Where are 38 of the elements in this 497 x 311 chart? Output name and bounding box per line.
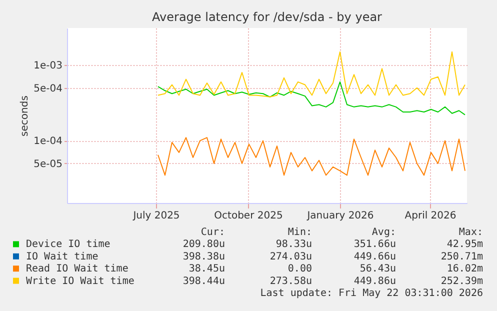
legend-label: Device IO time	[26, 239, 110, 250]
text: 273.58u	[270, 276, 312, 287]
y-tick-label: 1e-03	[34, 60, 62, 72]
legend-label: IO Wait time	[26, 251, 98, 262]
legend-label: Write IO Wait time	[26, 276, 134, 287]
text: 351.66u	[354, 239, 396, 250]
text: 209.80u	[182, 239, 225, 250]
text: 250.71m	[440, 251, 483, 262]
x-tick-label: July 2025	[132, 210, 180, 222]
text: 56.43u	[360, 264, 396, 275]
legend-label: Read IO Wait time	[26, 264, 128, 275]
line-series	[158, 137, 466, 176]
line-series	[158, 51, 466, 98]
text: Max:	[458, 227, 483, 238]
text: Last update: Fri May 22 03:31:00 2026	[260, 288, 483, 299]
y-tick-label: 5e-05	[34, 158, 62, 170]
text: 449.86u	[354, 276, 396, 287]
text: Avg:	[372, 227, 396, 238]
x-tick-label: January 2026	[306, 210, 374, 222]
line-series	[158, 81, 466, 116]
text: 38.45u	[188, 264, 225, 275]
y-tick-label: 5e-04	[34, 83, 62, 94]
text: Cur:	[200, 227, 225, 238]
chart-title: Average latency for /dev/sda - by year	[152, 10, 382, 24]
x-tick-label: April 2026	[404, 210, 456, 222]
text: 42.95m	[446, 239, 483, 250]
text: 16.02m	[446, 264, 483, 275]
text: 98.33u	[276, 239, 312, 250]
y-tick-label: 1e-04	[34, 136, 62, 148]
text: 449.66u	[354, 251, 396, 262]
y-axis-title: seconds	[20, 96, 31, 136]
text: 274.03u	[270, 251, 312, 262]
text: 252.39m	[440, 276, 483, 287]
text: 398.38u	[182, 251, 225, 262]
text: 398.44u	[182, 276, 225, 287]
x-tick-label: October 2025	[214, 210, 283, 222]
text: Min:	[288, 227, 312, 238]
text: 0.00	[288, 264, 312, 275]
